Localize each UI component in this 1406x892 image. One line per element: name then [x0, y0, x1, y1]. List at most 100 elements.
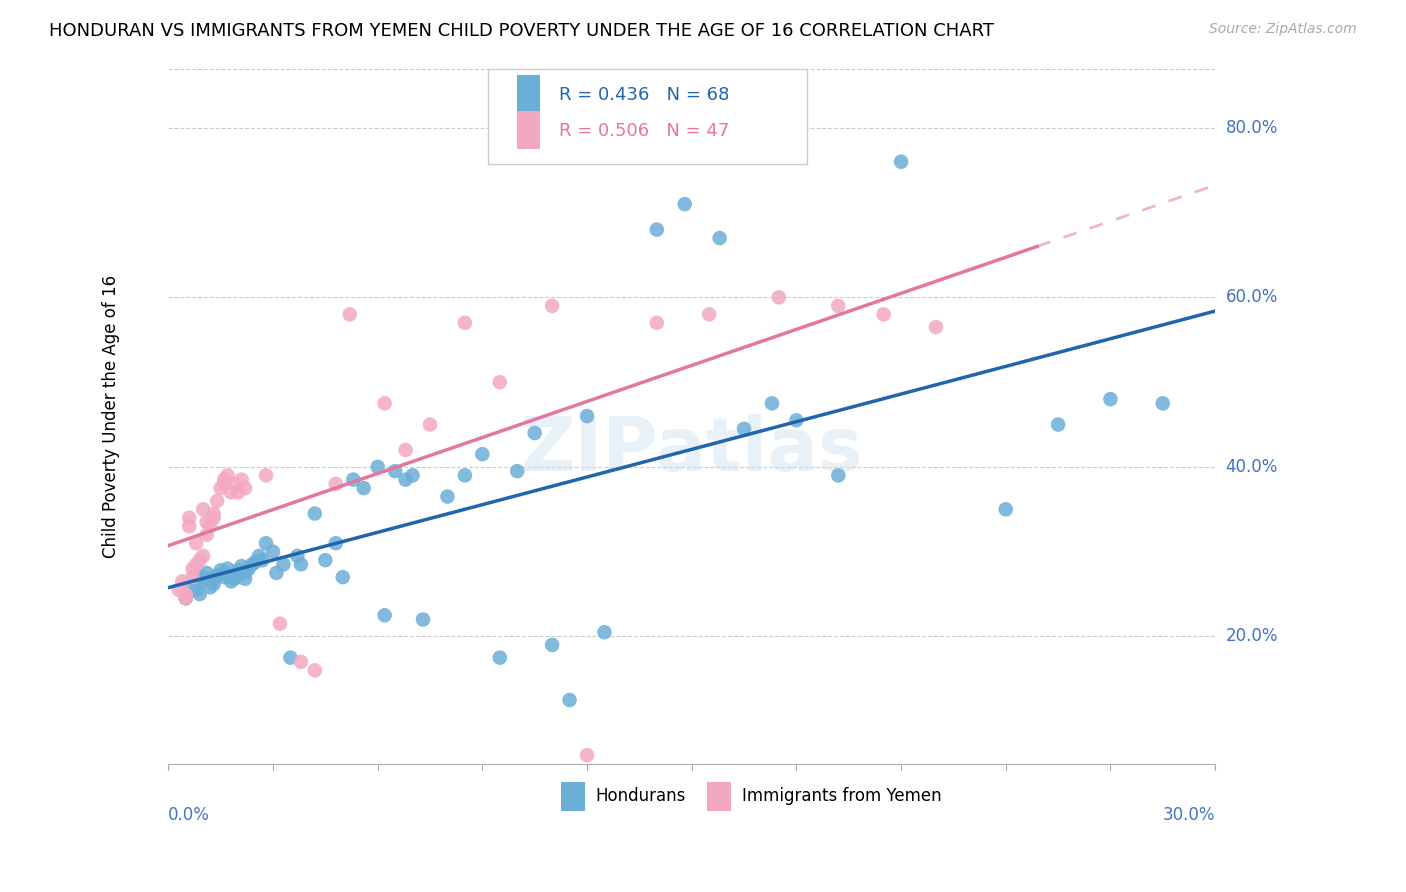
Point	[212, 566, 235, 580]
Point	[174, 591, 197, 606]
Point	[488, 375, 510, 389]
Point	[193, 574, 215, 589]
Point	[304, 507, 326, 521]
Point	[252, 553, 274, 567]
Point	[245, 555, 267, 569]
Point	[226, 563, 249, 577]
Point	[1152, 396, 1174, 410]
Point	[205, 568, 228, 582]
FancyBboxPatch shape	[517, 111, 540, 149]
Point	[374, 396, 396, 410]
Point	[673, 197, 696, 211]
Point	[872, 307, 894, 321]
Point	[186, 536, 208, 550]
Point	[761, 396, 783, 410]
Point	[209, 481, 232, 495]
Point	[733, 422, 755, 436]
Point	[506, 464, 529, 478]
Point	[523, 425, 546, 440]
Point	[367, 459, 389, 474]
Point	[325, 536, 347, 550]
Point	[541, 299, 564, 313]
Point	[645, 222, 668, 236]
Point	[436, 490, 458, 504]
Point	[233, 572, 256, 586]
Point	[224, 476, 246, 491]
Point	[233, 566, 256, 580]
Point	[269, 616, 291, 631]
Point	[174, 587, 197, 601]
Point	[1099, 392, 1122, 406]
Text: 40.0%: 40.0%	[1226, 458, 1278, 476]
FancyBboxPatch shape	[517, 76, 540, 113]
Point	[188, 587, 211, 601]
Point	[219, 485, 242, 500]
Point	[290, 655, 312, 669]
Point	[419, 417, 441, 432]
Point	[645, 316, 668, 330]
Point	[209, 563, 232, 577]
Point	[287, 549, 309, 563]
Point	[1047, 417, 1070, 432]
Point	[202, 510, 225, 524]
Text: Child Poverty Under the Age of 16: Child Poverty Under the Age of 16	[101, 275, 120, 558]
Text: R = 0.506   N = 47: R = 0.506 N = 47	[558, 122, 730, 140]
Point	[273, 558, 295, 572]
Text: Source: ZipAtlas.com: Source: ZipAtlas.com	[1209, 22, 1357, 37]
Text: HONDURAN VS IMMIGRANTS FROM YEMEN CHILD POVERTY UNDER THE AGE OF 16 CORRELATION : HONDURAN VS IMMIGRANTS FROM YEMEN CHILD …	[49, 22, 994, 40]
Point	[314, 553, 336, 567]
Point	[374, 608, 396, 623]
Point	[785, 413, 807, 427]
Text: 30.0%: 30.0%	[1163, 806, 1215, 824]
Point	[339, 307, 361, 321]
Point	[233, 481, 256, 495]
Point	[471, 447, 494, 461]
Point	[231, 559, 253, 574]
Point	[454, 468, 477, 483]
Point	[212, 473, 235, 487]
Point	[188, 553, 211, 567]
Point	[541, 638, 564, 652]
Point	[198, 580, 221, 594]
Point	[454, 316, 477, 330]
Point	[186, 558, 208, 572]
Point	[768, 290, 790, 304]
Text: 60.0%: 60.0%	[1226, 288, 1278, 306]
Point	[195, 527, 218, 541]
Point	[181, 578, 204, 592]
FancyBboxPatch shape	[707, 781, 731, 811]
Point	[195, 566, 218, 580]
Point	[224, 572, 246, 586]
Point	[394, 442, 416, 457]
Point	[304, 664, 326, 678]
Point	[247, 549, 270, 563]
Point	[325, 476, 347, 491]
Text: ZIPatlas: ZIPatlas	[520, 414, 863, 487]
Point	[412, 613, 434, 627]
FancyBboxPatch shape	[561, 781, 585, 811]
Point	[226, 568, 249, 582]
Point	[217, 468, 239, 483]
Point	[198, 519, 221, 533]
Text: 0.0%: 0.0%	[169, 806, 209, 824]
Point	[254, 536, 277, 550]
Point	[394, 473, 416, 487]
Point	[401, 468, 423, 483]
Point	[240, 558, 263, 572]
Point	[217, 561, 239, 575]
Point	[576, 409, 599, 423]
Point	[172, 574, 194, 589]
Point	[280, 650, 302, 665]
Point	[212, 570, 235, 584]
Point	[994, 502, 1017, 516]
Point	[179, 510, 201, 524]
Point	[219, 574, 242, 589]
Point	[202, 577, 225, 591]
Point	[697, 307, 720, 321]
Point	[238, 561, 260, 575]
Point	[266, 566, 288, 580]
Point	[195, 515, 218, 529]
Point	[290, 558, 312, 572]
Point	[342, 473, 364, 487]
Point	[193, 570, 215, 584]
